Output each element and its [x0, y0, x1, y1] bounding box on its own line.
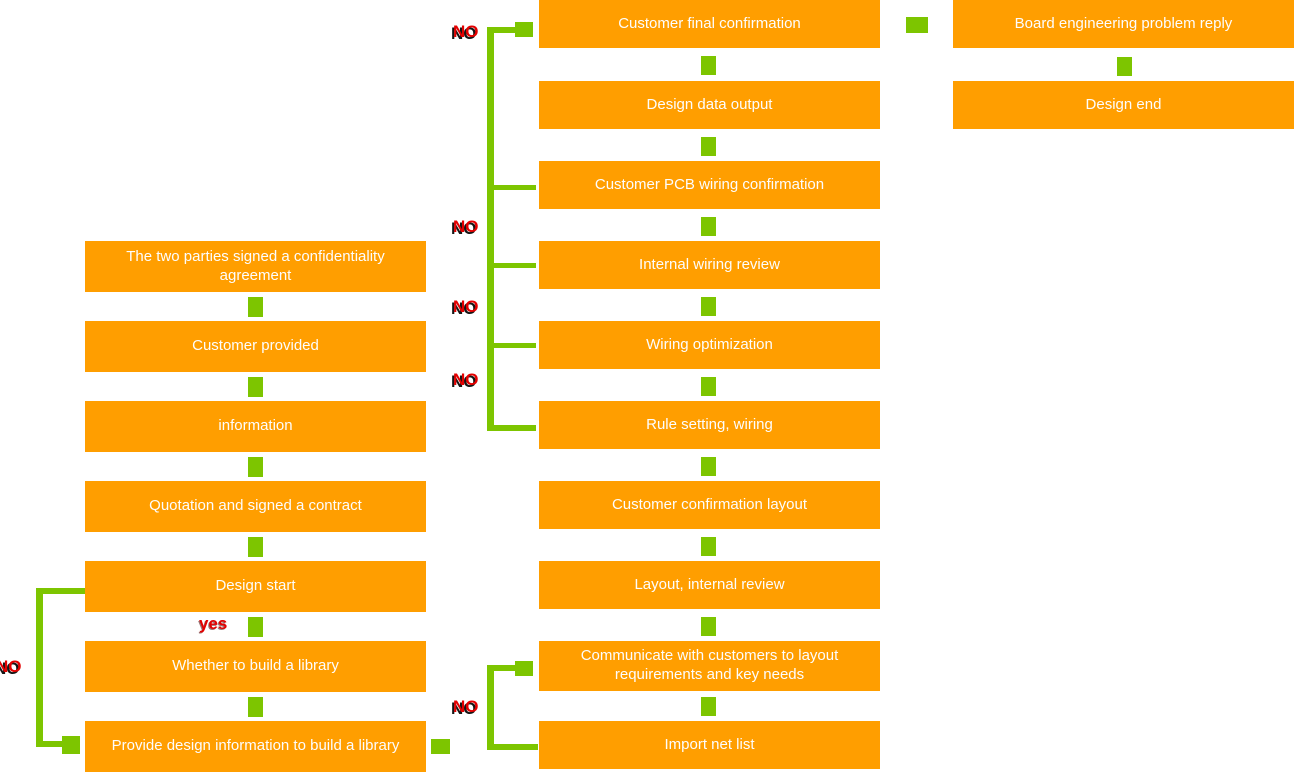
connector-square [431, 739, 450, 754]
connector-square [701, 217, 716, 236]
connector-square [701, 297, 716, 316]
connector-line [36, 588, 43, 747]
node-design-start: Design start [85, 561, 426, 612]
connector-square [248, 617, 263, 637]
connector-square [248, 537, 263, 557]
connector-line [36, 741, 64, 747]
node-design-data-output: Design data output [539, 81, 880, 129]
node-confidentiality-agreement: The two parties signed a confidentiality… [85, 241, 426, 292]
node-information: information [85, 401, 426, 452]
connector-line [487, 744, 538, 750]
node-internal-wiring-review: Internal wiring review [539, 241, 880, 289]
node-whether-build-library: Whether to build a library [85, 641, 426, 692]
connector-line [487, 27, 517, 33]
connector-line [487, 425, 536, 431]
connector-square [701, 137, 716, 156]
connector-square [248, 297, 263, 317]
node-customer-final-confirmation: Customer final confirmation [539, 0, 880, 48]
connector-square [515, 22, 533, 37]
connector-square [515, 661, 533, 676]
connector-line [492, 185, 536, 190]
connector-square [701, 56, 716, 75]
node-customer-confirmation-layout: Customer confirmation layout [539, 481, 880, 529]
connector-line [36, 588, 85, 594]
branch-label-no: NO [453, 297, 479, 316]
connector-square [62, 736, 80, 754]
node-design-end: Design end [953, 81, 1294, 129]
node-quotation-contract: Quotation and signed a contract [85, 481, 426, 532]
branch-label-no: NO [453, 697, 479, 716]
connector-square [248, 457, 263, 477]
connector-line [487, 665, 517, 671]
connector-square [1117, 57, 1132, 76]
connector-square [701, 537, 716, 556]
connector-square [248, 697, 263, 717]
node-wiring-optimization: Wiring optimization [539, 321, 880, 369]
node-rule-setting-wiring: Rule setting, wiring [539, 401, 880, 449]
branch-label-no: NO [453, 22, 479, 41]
connector-line [487, 665, 494, 750]
connector-square [701, 697, 716, 716]
node-provide-design-info: Provide design information to build a li… [85, 721, 426, 772]
connector-square [248, 377, 263, 397]
node-customer-provided: Customer provided [85, 321, 426, 372]
branch-label-no: NO [453, 217, 479, 236]
node-layout-internal-review: Layout, internal review [539, 561, 880, 609]
connector-line [492, 263, 536, 268]
branch-label-yes: yes [199, 614, 228, 633]
node-customer-pcb-wiring-confirmation: Customer PCB wiring confirmation [539, 161, 880, 209]
connector-line [487, 27, 494, 431]
node-board-engineering-reply: Board engineering problem reply [953, 0, 1294, 48]
node-communicate-layout-requirements: Communicate with customers to layout req… [539, 641, 880, 691]
connector-square [701, 617, 716, 636]
connector-line [492, 343, 536, 348]
branch-label-no: NO [453, 370, 479, 389]
branch-label-no: NO [0, 657, 22, 676]
connector-square [701, 457, 716, 476]
node-import-net-list: Import net list [539, 721, 880, 769]
connector-square [701, 377, 716, 396]
connector-square [906, 17, 928, 33]
